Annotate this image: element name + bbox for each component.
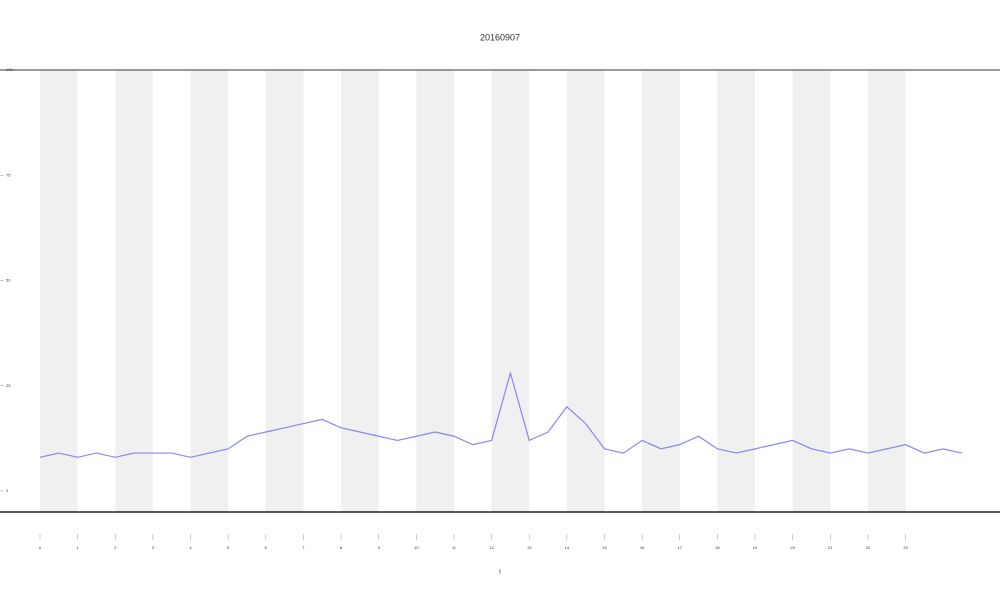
shaded-band	[491, 70, 530, 512]
shaded-band	[40, 70, 78, 512]
x-tick-label: 1	[77, 545, 80, 550]
x-tick-label: 16	[640, 545, 645, 550]
y-tick-label: 0	[6, 488, 9, 493]
x-tick-label: 21	[828, 545, 833, 550]
x-tick-label: 0	[39, 545, 42, 550]
y-tick-label: 100	[6, 67, 13, 72]
x-tick-label: 12	[489, 545, 494, 550]
x-tick-label: 17	[678, 545, 683, 550]
shaded-band	[416, 70, 454, 512]
shaded-band	[717, 70, 756, 512]
shaded-band	[867, 70, 906, 512]
data-line	[39, 370, 963, 458]
x-tick-label: 19	[753, 545, 758, 550]
shaded-band	[642, 70, 680, 512]
x-tick-label: 9	[378, 545, 381, 550]
x-tick-label: 22	[866, 545, 871, 550]
shaded-band	[792, 70, 831, 512]
x-tick-label: 5	[227, 545, 230, 550]
x-tick-label: 15	[602, 545, 607, 550]
y-tick-label: 50	[6, 278, 11, 283]
x-tick-label: 14	[565, 545, 570, 550]
x-tick-label: 11	[452, 545, 457, 550]
x-tick-label: 13	[527, 545, 532, 550]
shaded-band	[265, 70, 304, 512]
x-tick-label: 3	[152, 545, 155, 550]
x-tick-label: 6	[265, 545, 268, 550]
shaded-band	[566, 70, 605, 512]
x-tick-label: 10	[414, 545, 419, 550]
shaded-band	[190, 70, 229, 512]
x-tick-label: 2	[114, 545, 117, 550]
chart-title: 20160907	[480, 32, 520, 42]
x-tick-label: 7	[302, 545, 305, 550]
x-tick-label: 8	[340, 545, 343, 550]
y-tick-label: 25	[6, 383, 11, 388]
y-tick-label: 75	[6, 172, 11, 177]
x-axis-label: t	[499, 570, 501, 576]
x-tick-label: 4	[189, 545, 192, 550]
x-tick-label: 20	[790, 545, 795, 550]
shaded-band	[115, 70, 153, 512]
shaded-band	[341, 70, 379, 512]
x-tick-label: 23	[903, 545, 908, 550]
x-tick-label: 18	[715, 545, 720, 550]
